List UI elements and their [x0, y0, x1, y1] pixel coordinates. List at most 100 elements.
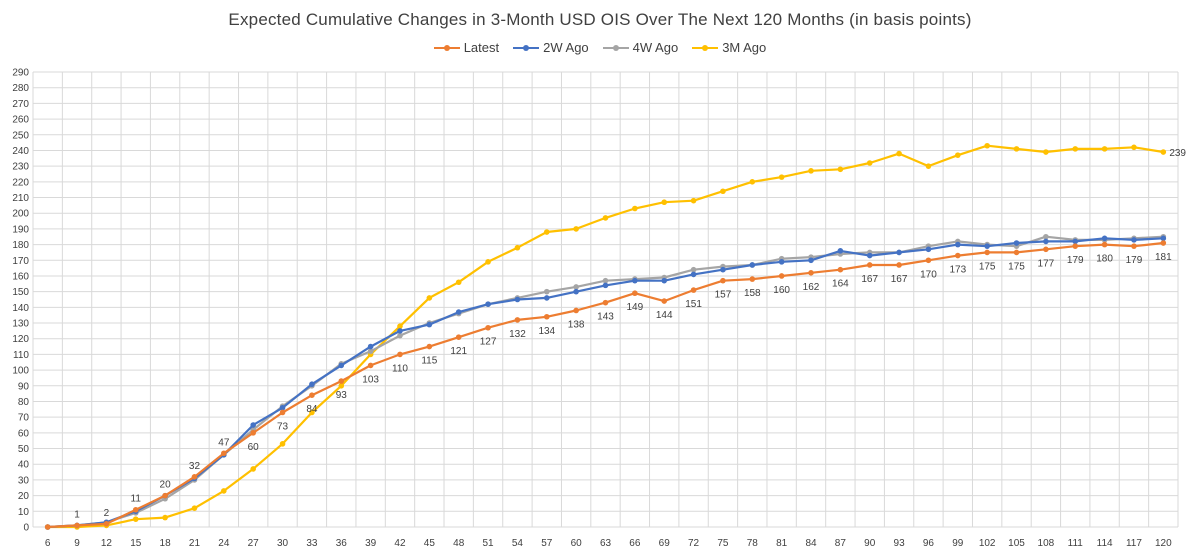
data-label: 179	[1067, 255, 1084, 266]
data-point	[925, 257, 932, 264]
x-tick-label: 108	[1038, 538, 1055, 549]
data-label: 93	[336, 390, 348, 401]
data-point	[397, 332, 403, 339]
data-point	[808, 257, 814, 264]
data-label: 167	[861, 274, 878, 285]
legend-swatch	[513, 43, 540, 53]
y-tick-label: 0	[23, 523, 29, 534]
data-label: 149	[627, 302, 644, 313]
data-point	[720, 266, 726, 273]
legend-label: 4W Ago	[632, 40, 679, 55]
x-tick-label: 12	[101, 538, 113, 549]
data-point	[1131, 144, 1137, 151]
legend-item: 2W Ago	[513, 40, 589, 55]
data-point	[543, 313, 550, 320]
y-tick-label: 190	[12, 224, 29, 235]
y-tick-label: 210	[12, 193, 29, 204]
data-point	[455, 309, 462, 315]
data-point	[632, 290, 638, 297]
data-point	[250, 422, 256, 428]
x-tick-label: 18	[160, 538, 172, 549]
y-tick-label: 180	[12, 240, 29, 251]
data-point	[1043, 233, 1049, 240]
data-point	[690, 197, 697, 204]
data-point	[955, 252, 961, 259]
data-point	[1160, 149, 1167, 155]
y-tick-label: 50	[18, 444, 30, 455]
data-point	[543, 295, 550, 301]
x-tick-label: 48	[453, 538, 465, 549]
data-label: 175	[979, 261, 996, 272]
data-point	[191, 505, 198, 511]
data-point	[984, 249, 990, 256]
legend-label: Latest	[463, 40, 500, 55]
x-tick-label: 93	[894, 538, 906, 549]
data-point	[632, 205, 638, 212]
data-point	[866, 252, 873, 259]
data-point	[1013, 249, 1020, 256]
data-point	[485, 259, 491, 265]
data-point	[132, 516, 139, 522]
data-point	[132, 506, 139, 513]
x-tick-label: 57	[541, 538, 553, 549]
legend-swatch	[602, 43, 629, 53]
data-point	[514, 317, 521, 323]
data-point	[162, 514, 168, 521]
data-label: 180	[1096, 254, 1113, 265]
y-tick-label: 20	[18, 491, 30, 502]
data-point	[984, 142, 990, 149]
data-point	[74, 522, 80, 529]
data-point	[573, 226, 579, 232]
x-tick-label: 78	[747, 538, 759, 549]
y-tick-label: 10	[18, 507, 30, 518]
data-point	[1072, 146, 1079, 152]
data-label: 84	[306, 404, 318, 415]
legend-swatch	[692, 43, 719, 53]
data-point	[426, 295, 433, 301]
x-tick-label: 117	[1126, 538, 1142, 549]
series-line	[47, 144, 1164, 529]
x-tick-label: 87	[835, 538, 847, 549]
data-point	[602, 282, 609, 289]
x-tick-label: 75	[717, 538, 729, 549]
legend-item: 3M Ago	[692, 40, 766, 55]
data-point	[338, 382, 345, 389]
data-point	[749, 179, 756, 185]
data-point	[866, 160, 873, 166]
y-tick-label: 290	[12, 68, 29, 79]
legend-swatch	[433, 43, 460, 53]
data-point	[778, 174, 785, 180]
data-label: 20	[160, 480, 172, 491]
data-point	[426, 343, 433, 350]
data-point	[573, 288, 579, 295]
data-label: 160	[773, 285, 790, 296]
data-label: 144	[656, 310, 673, 321]
x-tick-label: 15	[130, 538, 142, 549]
y-tick-label: 70	[18, 413, 30, 424]
x-tick-label: 33	[306, 538, 318, 549]
x-tick-label: 6	[45, 538, 51, 549]
data-point	[367, 348, 374, 355]
y-tick-label: 250	[12, 130, 29, 141]
x-tick-label: 39	[365, 538, 377, 549]
data-point	[661, 298, 668, 304]
data-label: 103	[362, 374, 379, 385]
y-tick-label: 80	[18, 397, 30, 408]
data-point	[309, 409, 315, 416]
data-label: 115	[421, 356, 437, 367]
x-tick-label: 27	[248, 538, 260, 549]
y-tick-label: 230	[12, 162, 29, 173]
data-label: 127	[480, 337, 497, 348]
x-tick-label: 96	[923, 538, 935, 549]
data-point	[455, 279, 462, 286]
y-tick-label: 130	[12, 319, 29, 330]
legend-item: 4W Ago	[602, 40, 679, 55]
data-point	[221, 488, 227, 494]
data-point	[543, 288, 550, 295]
y-tick-label: 270	[12, 99, 29, 110]
data-point	[778, 273, 785, 279]
legend-label: 2W Ago	[543, 40, 589, 55]
data-label: 32	[189, 461, 201, 472]
data-point	[1013, 146, 1020, 152]
